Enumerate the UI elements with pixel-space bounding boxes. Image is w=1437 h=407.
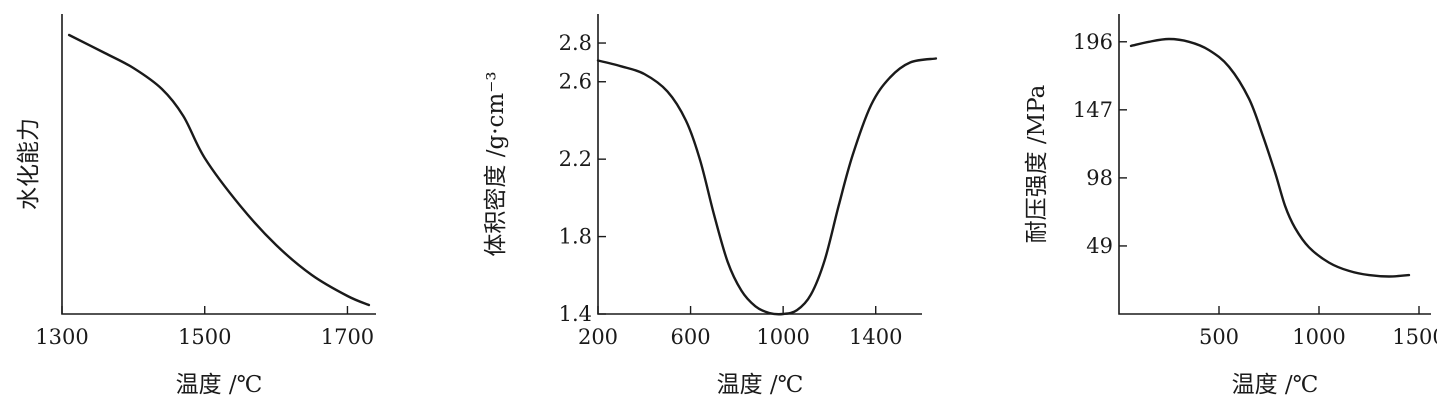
y-tick-label: 49: [1086, 234, 1113, 258]
y-tick-label: 1.4: [559, 302, 592, 326]
axes: [1118, 14, 1431, 315]
chart-bulk-density: 200 600 1000 1400 1.4 1.8 2.2 2.6 2.8 温度 /℃ 体积密度 /…: [483, 14, 938, 398]
series-line: [596, 57, 938, 316]
y-tick-label: 147: [1073, 98, 1113, 122]
y-tick-label: 196: [1073, 30, 1113, 54]
x-tick-label: 1500: [1392, 325, 1437, 349]
y-tick-label: 2.8: [559, 31, 592, 55]
x-axis-label: 温度 /℃: [176, 372, 263, 398]
y-axis-label: 水化能力: [16, 118, 42, 210]
x-tick-label: 1400: [849, 325, 902, 349]
x-axis-label: 温度 /℃: [717, 372, 804, 398]
x-tick-label: 200: [578, 325, 618, 349]
axes: [597, 14, 922, 315]
y-axis-label: 体积密度 /g·cm⁻³: [483, 71, 509, 256]
x-tick-label: 500: [1199, 325, 1239, 349]
x-tick-label: 1700: [321, 325, 374, 349]
chart-hydration: 1300 1500 1700 温度 /℃ 水化能力: [16, 14, 376, 398]
y-tick-label: 2.2: [559, 147, 592, 171]
y-tick-label: 1.8: [559, 225, 592, 249]
x-axis-label: 温度 /℃: [1232, 372, 1319, 398]
x-tick-label: 600: [671, 325, 711, 349]
x-tick-label: 1300: [35, 325, 88, 349]
series-line: [1129, 37, 1411, 278]
y-tick-label: 98: [1086, 166, 1113, 190]
x-tick-label: 1000: [756, 325, 809, 349]
series-line: [67, 33, 371, 307]
y-axis-label: 耐压强度 /MPa: [1024, 84, 1050, 243]
y-tick-label: 2.6: [559, 70, 592, 94]
chart-compressive-strength: 500 1000 1500 49 98 147 196 温度 /℃ 耐压强度 /MPa: [1024, 14, 1437, 398]
x-tick-label: 1000: [1292, 325, 1345, 349]
x-tick-label: 1500: [178, 325, 231, 349]
axes: [61, 14, 376, 315]
